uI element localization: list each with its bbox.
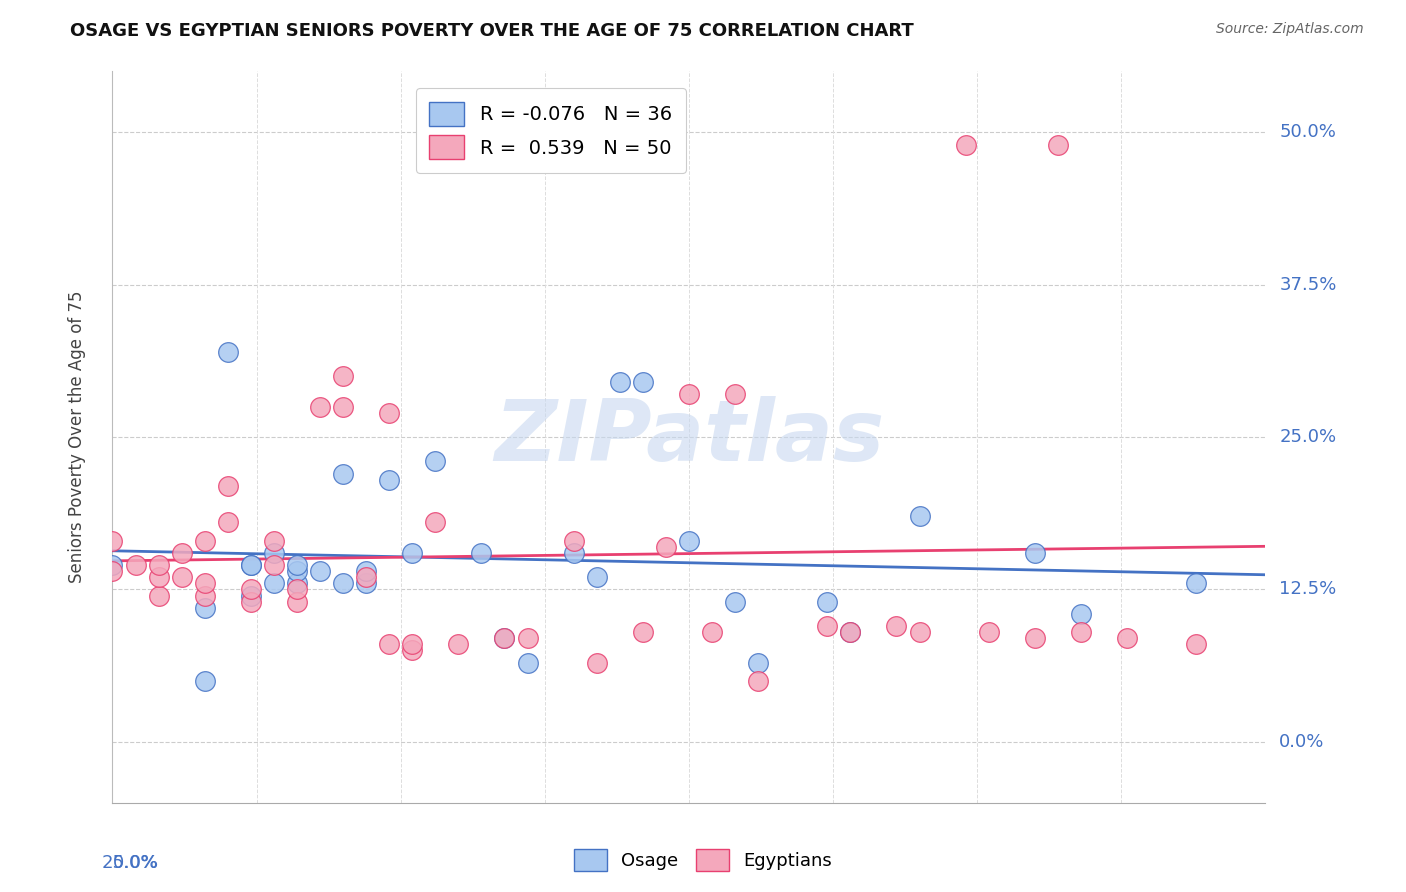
Point bbox=[1024, 546, 1046, 560]
Point bbox=[354, 570, 377, 584]
Point bbox=[1070, 607, 1092, 621]
Point bbox=[562, 533, 585, 548]
Point bbox=[378, 473, 401, 487]
Text: 25.0%: 25.0% bbox=[1279, 428, 1337, 446]
Point bbox=[170, 546, 193, 560]
Point bbox=[194, 576, 217, 591]
Point bbox=[263, 576, 285, 591]
Text: 12.5%: 12.5% bbox=[1279, 581, 1337, 599]
Legend: Osage, Egyptians: Osage, Egyptians bbox=[567, 842, 839, 879]
Point bbox=[977, 625, 1000, 640]
Point bbox=[263, 546, 285, 560]
Point bbox=[285, 594, 308, 608]
Point bbox=[516, 632, 538, 646]
Point bbox=[148, 570, 170, 584]
Point bbox=[217, 344, 239, 359]
Point bbox=[609, 376, 631, 390]
Point bbox=[239, 594, 262, 608]
Point bbox=[354, 576, 377, 591]
Point bbox=[239, 582, 262, 597]
Point bbox=[239, 589, 262, 603]
Point bbox=[354, 564, 377, 578]
Point bbox=[585, 570, 607, 584]
Text: ZIPatlas: ZIPatlas bbox=[494, 395, 884, 479]
Point bbox=[815, 619, 838, 633]
Text: 0.0%: 0.0% bbox=[1279, 733, 1324, 751]
Point bbox=[101, 533, 124, 548]
Point bbox=[194, 600, 217, 615]
Point bbox=[239, 558, 262, 573]
Point bbox=[148, 558, 170, 573]
Text: 50.0%: 50.0% bbox=[1279, 123, 1336, 141]
Point bbox=[1185, 637, 1208, 651]
Point bbox=[309, 400, 332, 414]
Point bbox=[631, 376, 654, 390]
Point bbox=[263, 533, 285, 548]
Point bbox=[378, 637, 401, 651]
Y-axis label: Seniors Poverty Over the Age of 75: Seniors Poverty Over the Age of 75 bbox=[67, 291, 86, 583]
Point bbox=[217, 479, 239, 493]
Point bbox=[585, 656, 607, 670]
Point bbox=[148, 589, 170, 603]
Point bbox=[401, 546, 423, 560]
Point bbox=[678, 533, 700, 548]
Point bbox=[631, 625, 654, 640]
Point bbox=[1070, 625, 1092, 640]
Point bbox=[839, 625, 862, 640]
Point bbox=[724, 387, 747, 401]
Point bbox=[332, 576, 354, 591]
Point bbox=[516, 656, 538, 670]
Point bbox=[886, 619, 908, 633]
Point bbox=[194, 533, 217, 548]
Point bbox=[401, 637, 423, 651]
Point bbox=[285, 564, 308, 578]
Point bbox=[263, 558, 285, 573]
Text: 0.0%: 0.0% bbox=[112, 854, 157, 872]
Point bbox=[217, 516, 239, 530]
Point bbox=[1116, 632, 1139, 646]
Text: 37.5%: 37.5% bbox=[1279, 276, 1337, 293]
Point bbox=[285, 582, 308, 597]
Point bbox=[378, 406, 401, 420]
Point bbox=[447, 637, 470, 651]
Point bbox=[908, 509, 931, 524]
Point bbox=[724, 594, 747, 608]
Point bbox=[747, 656, 769, 670]
Point bbox=[332, 467, 354, 481]
Point bbox=[678, 387, 700, 401]
Point bbox=[815, 594, 838, 608]
Point bbox=[425, 516, 447, 530]
Point bbox=[194, 673, 217, 688]
Point bbox=[194, 589, 217, 603]
Point bbox=[700, 625, 723, 640]
Legend: R = -0.076   N = 36, R =  0.539   N = 50: R = -0.076 N = 36, R = 0.539 N = 50 bbox=[416, 88, 686, 173]
Point bbox=[562, 546, 585, 560]
Point bbox=[747, 673, 769, 688]
Point bbox=[170, 570, 193, 584]
Point bbox=[1024, 632, 1046, 646]
Point bbox=[124, 558, 146, 573]
Text: Source: ZipAtlas.com: Source: ZipAtlas.com bbox=[1216, 22, 1364, 37]
Point bbox=[908, 625, 931, 640]
Point bbox=[470, 546, 492, 560]
Point bbox=[101, 558, 124, 573]
Point bbox=[1185, 576, 1208, 591]
Point bbox=[494, 632, 516, 646]
Point bbox=[494, 632, 516, 646]
Point bbox=[332, 400, 354, 414]
Point bbox=[285, 576, 308, 591]
Text: 25.0%: 25.0% bbox=[101, 854, 159, 872]
Point bbox=[401, 643, 423, 657]
Point bbox=[425, 454, 447, 468]
Point bbox=[955, 137, 977, 152]
Point bbox=[309, 564, 332, 578]
Point bbox=[655, 540, 678, 554]
Point bbox=[285, 558, 308, 573]
Point bbox=[239, 558, 262, 573]
Point bbox=[1046, 137, 1069, 152]
Point bbox=[839, 625, 862, 640]
Point bbox=[332, 369, 354, 384]
Text: OSAGE VS EGYPTIAN SENIORS POVERTY OVER THE AGE OF 75 CORRELATION CHART: OSAGE VS EGYPTIAN SENIORS POVERTY OVER T… bbox=[70, 22, 914, 40]
Point bbox=[101, 564, 124, 578]
